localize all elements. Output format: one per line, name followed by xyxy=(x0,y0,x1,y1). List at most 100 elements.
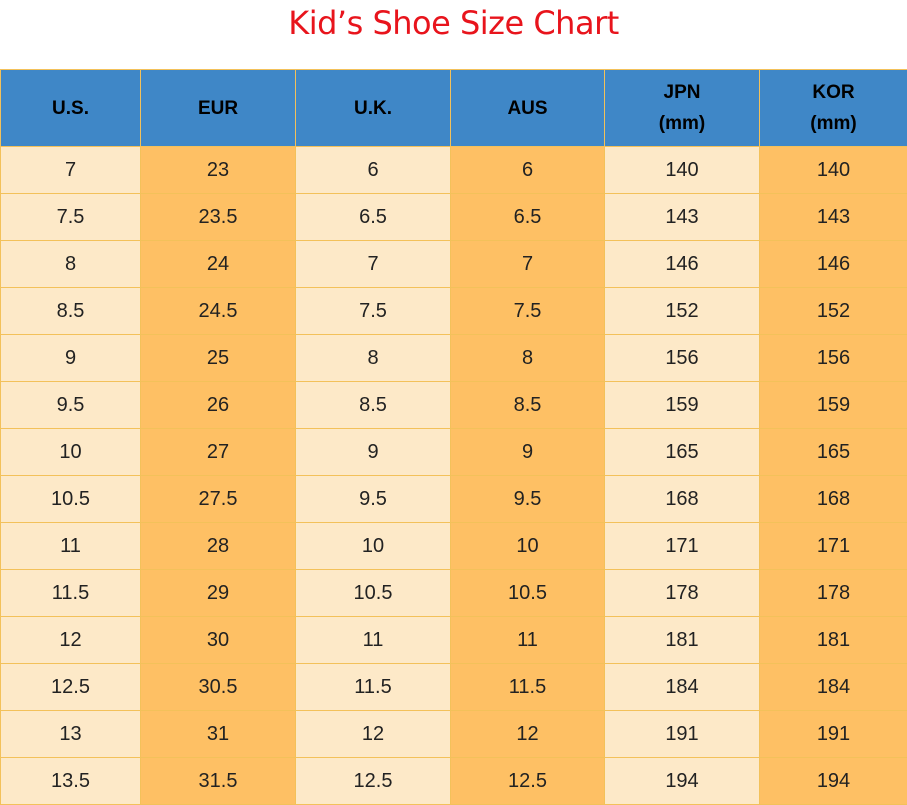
cell-eur: 30 xyxy=(141,617,296,664)
cell-uk: 6 xyxy=(296,147,451,194)
cell-aus: 7 xyxy=(451,241,605,288)
cell-eur: 31 xyxy=(141,711,296,758)
cell-uk: 12.5 xyxy=(296,758,451,805)
cell-us: 8 xyxy=(1,241,141,288)
cell-uk: 9.5 xyxy=(296,476,451,523)
cell-jpn: 159 xyxy=(605,382,760,429)
column-header-us: U.S. xyxy=(1,70,141,147)
column-header-label: U.K. xyxy=(296,93,450,124)
cell-us: 13.5 xyxy=(1,758,141,805)
cell-us: 10 xyxy=(1,429,141,476)
cell-eur: 23 xyxy=(141,147,296,194)
cell-aus: 12.5 xyxy=(451,758,605,805)
cell-uk: 9 xyxy=(296,429,451,476)
cell-aus: 7.5 xyxy=(451,288,605,335)
cell-eur: 29 xyxy=(141,570,296,617)
cell-aus: 11.5 xyxy=(451,664,605,711)
cell-aus: 8.5 xyxy=(451,382,605,429)
cell-uk: 11 xyxy=(296,617,451,664)
cell-jpn: 152 xyxy=(605,288,760,335)
cell-aus: 12 xyxy=(451,711,605,758)
cell-jpn: 143 xyxy=(605,194,760,241)
cell-us: 10.5 xyxy=(1,476,141,523)
cell-us: 9.5 xyxy=(1,382,141,429)
cell-jpn: 146 xyxy=(605,241,760,288)
cell-jpn: 168 xyxy=(605,476,760,523)
cell-eur: 24 xyxy=(141,241,296,288)
cell-kor: 165 xyxy=(760,429,907,476)
column-header-label: AUS xyxy=(451,93,604,124)
cell-uk: 11.5 xyxy=(296,664,451,711)
cell-kor: 181 xyxy=(760,617,907,664)
cell-aus: 9 xyxy=(451,429,605,476)
column-header-aus: AUS xyxy=(451,70,605,147)
cell-us: 8.5 xyxy=(1,288,141,335)
column-header-unit: (mm) xyxy=(605,108,759,139)
cell-us: 11 xyxy=(1,523,141,570)
cell-us: 12 xyxy=(1,617,141,664)
cell-kor: 146 xyxy=(760,241,907,288)
column-header-label: U.S. xyxy=(1,93,140,124)
cell-eur: 25 xyxy=(141,335,296,382)
chart-title: Kid’s Shoe Size Chart xyxy=(0,0,907,46)
cell-aus: 11 xyxy=(451,617,605,664)
cell-eur: 24.5 xyxy=(141,288,296,335)
column-header-unit: (mm) xyxy=(760,108,907,139)
column-header-label: JPN xyxy=(605,77,759,108)
cell-eur: 28 xyxy=(141,523,296,570)
cell-uk: 6.5 xyxy=(296,194,451,241)
cell-uk: 7 xyxy=(296,241,451,288)
cell-jpn: 165 xyxy=(605,429,760,476)
cell-eur: 30.5 xyxy=(141,664,296,711)
cell-eur: 26 xyxy=(141,382,296,429)
cell-aus: 8 xyxy=(451,335,605,382)
cell-jpn: 194 xyxy=(605,758,760,805)
cell-kor: 159 xyxy=(760,382,907,429)
cell-kor: 156 xyxy=(760,335,907,382)
cell-us: 9 xyxy=(1,335,141,382)
cell-jpn: 171 xyxy=(605,523,760,570)
cell-us: 7.5 xyxy=(1,194,141,241)
header-row: U.S. EUR U.K. AUS JPN (mm) KOR (mm) xyxy=(1,70,907,147)
cell-us: 7 xyxy=(1,147,141,194)
cell-uk: 7.5 xyxy=(296,288,451,335)
cell-kor: 140 xyxy=(760,147,907,194)
cell-aus: 10.5 xyxy=(451,570,605,617)
cell-kor: 191 xyxy=(760,711,907,758)
column-header-uk: U.K. xyxy=(296,70,451,147)
cell-jpn: 184 xyxy=(605,664,760,711)
cell-aus: 10 xyxy=(451,523,605,570)
cell-aus: 6.5 xyxy=(451,194,605,241)
cell-jpn: 178 xyxy=(605,570,760,617)
cell-eur: 23.5 xyxy=(141,194,296,241)
column-header-label: EUR xyxy=(141,93,295,124)
cell-uk: 8.5 xyxy=(296,382,451,429)
cell-jpn: 191 xyxy=(605,711,760,758)
column-header-eur: EUR xyxy=(141,70,296,147)
cell-uk: 10.5 xyxy=(296,570,451,617)
cell-kor: 168 xyxy=(760,476,907,523)
cell-us: 11.5 xyxy=(1,570,141,617)
cell-aus: 6 xyxy=(451,147,605,194)
column-header-kor: KOR (mm) xyxy=(760,70,907,147)
cell-kor: 178 xyxy=(760,570,907,617)
cell-jpn: 156 xyxy=(605,335,760,382)
cell-kor: 194 xyxy=(760,758,907,805)
column-header-label: KOR xyxy=(760,77,907,108)
cell-kor: 152 xyxy=(760,288,907,335)
